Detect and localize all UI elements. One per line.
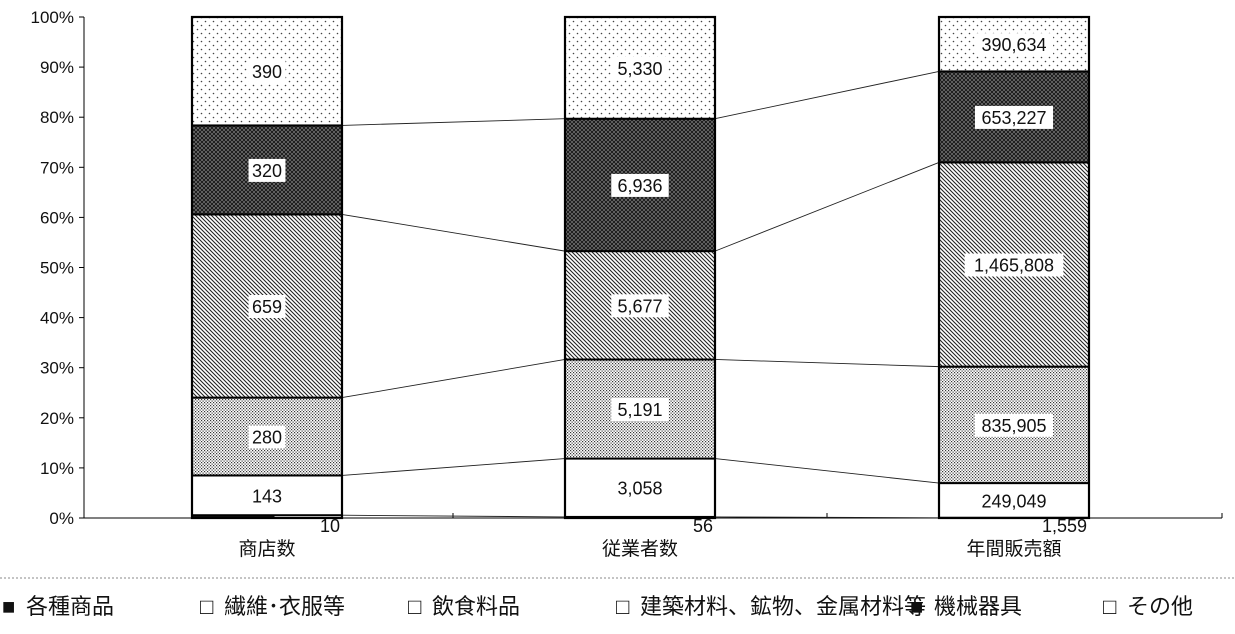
- connector-line: [341, 118, 566, 126]
- legend-label: その他: [1127, 594, 1193, 619]
- connector-line: [714, 359, 940, 368]
- data-label-bg: [611, 476, 669, 500]
- data-label-bg: [248, 158, 286, 182]
- data-label: 10: [320, 516, 340, 536]
- bar-frame: [937, 15, 1091, 520]
- y-tick-label: 80%: [40, 108, 74, 127]
- y-tick-label: 0%: [49, 509, 74, 528]
- data-label-bg: [964, 253, 1064, 277]
- data-label-bg: [248, 484, 286, 508]
- data-label: 3,058: [617, 479, 662, 499]
- data-label: 143: [252, 486, 282, 506]
- bar-frame: [190, 15, 344, 520]
- data-label-bg: [611, 398, 669, 422]
- data-label: 5,330: [617, 59, 662, 79]
- legend-swatch: ■: [910, 594, 923, 619]
- legend-swatch: □: [1103, 594, 1116, 619]
- legend-label: 繊維･衣服等: [224, 594, 345, 619]
- y-tick-label: 50%: [40, 259, 74, 278]
- legend-swatch: ■: [2, 594, 15, 619]
- legend-label: 機械器具: [934, 594, 1022, 619]
- data-label: 390: [252, 62, 282, 82]
- data-label-bg: [611, 56, 669, 80]
- data-label-bg: [248, 425, 286, 449]
- data-label-bg: [248, 60, 286, 84]
- data-label: 835,905: [981, 416, 1046, 436]
- y-tick-label: 60%: [40, 208, 74, 227]
- x-category-label: 商店数: [238, 538, 295, 560]
- data-label: 5,677: [617, 296, 662, 316]
- connector-line: [714, 516, 940, 519]
- connector-line: [714, 162, 940, 252]
- connector-line: [714, 70, 940, 120]
- data-label: 249,049: [981, 491, 1046, 511]
- connector-line: [341, 359, 566, 399]
- connector-line: [341, 458, 566, 476]
- data-label: 1,559: [1042, 516, 1087, 536]
- data-label-bg: [611, 173, 669, 197]
- connector-line: [714, 458, 940, 484]
- data-label: 6,936: [617, 176, 662, 196]
- data-label: 659: [252, 297, 282, 317]
- y-tick-label: 10%: [40, 459, 74, 478]
- data-label: 390,634: [981, 35, 1046, 55]
- data-label: 653,227: [981, 108, 1046, 128]
- y-tick-label: 20%: [40, 409, 74, 428]
- bar-frame: [563, 15, 717, 520]
- data-label-bg: [974, 413, 1054, 437]
- data-label: 320: [252, 161, 282, 181]
- y-tick-label: 40%: [40, 309, 74, 328]
- axes: 0% 10% 20% 30% 40% 50% 60% 70% 80% 90% 100% 商店数 従業者数…: [31, 8, 1223, 560]
- data-label-bg: [248, 295, 286, 319]
- data-label-bg: [974, 33, 1054, 57]
- legend-label: 各種商品: [26, 594, 114, 619]
- bars: [190, 15, 1091, 520]
- data-label: 280: [252, 428, 282, 448]
- bar-segment: [192, 515, 275, 518]
- connector-lines: [341, 70, 940, 519]
- y-tick-label: 70%: [40, 158, 74, 177]
- y-tick-label: 30%: [40, 359, 74, 378]
- connector-line: [341, 213, 566, 252]
- legend-swatch: □: [200, 594, 213, 619]
- data-label: 56: [693, 516, 713, 536]
- data-label: 5,191: [617, 400, 662, 420]
- x-category-label: 従業者数: [602, 538, 678, 560]
- data-label: 1,465,808: [974, 256, 1054, 276]
- data-label-bg: [974, 489, 1054, 513]
- connector-line: [341, 514, 566, 518]
- legend-swatch: □: [408, 594, 421, 619]
- data-labels: 10 143 280 659 320 390 56 3,058 5,191 5,677 6,936 5…: [248, 33, 1087, 536]
- legend-label: 建築材料、鉱物、金属材料等: [640, 594, 926, 619]
- y-tick-label: 90%: [40, 58, 74, 77]
- legend-swatch: □: [616, 594, 629, 619]
- x-category-label: 年間販売額: [966, 538, 1061, 560]
- data-label-bg: [611, 294, 669, 318]
- legend-label: 飲食料品: [432, 594, 520, 619]
- data-label-bg: [974, 105, 1054, 129]
- y-tick-label: 100%: [31, 8, 74, 27]
- legend: ■ 各種商品 □ 繊維･衣服等 □ 飲食料品 □ 建築材料、鉱物、金属材料等■ 機械器具 □ その他: [0, 577, 1235, 619]
